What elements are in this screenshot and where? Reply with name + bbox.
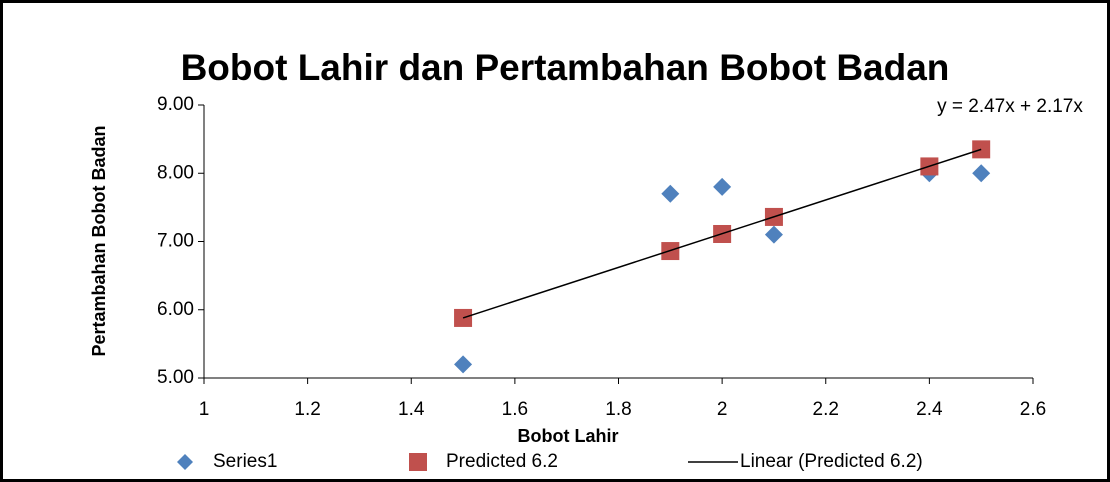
chart-title: Bobot Lahir dan Pertambahan Bobot Badan <box>181 47 950 88</box>
x-tick-label: 2.4 <box>916 399 943 420</box>
x-axis-label: Bobot Lahir <box>518 426 619 446</box>
legend-label: Series1 <box>213 451 277 472</box>
legend-square <box>409 453 427 471</box>
trend-line <box>462 148 982 319</box>
y-tick-label: 5.00 <box>157 367 194 388</box>
x-tick-label: 1.6 <box>502 399 528 420</box>
legend-diamond <box>177 454 193 470</box>
y-tick-label: 7.00 <box>157 231 194 252</box>
x-tick-label: 2.6 <box>1020 399 1046 420</box>
y-axis-label: Pertambahan Bobot Badan <box>89 125 109 356</box>
diamond-marker <box>661 184 680 203</box>
diamond-marker <box>972 164 991 183</box>
x-tick-label: 1.2 <box>294 399 320 420</box>
x-tick-label: 2 <box>717 399 728 420</box>
legend-label: Linear (Predicted 6.2) <box>740 451 923 472</box>
x-tick-label: 1.8 <box>605 399 631 420</box>
x-tick-label: 1.4 <box>398 399 425 420</box>
trend-equation: y = 2.47x + 2.17x <box>937 96 1083 117</box>
diamond-marker <box>713 177 732 196</box>
y-tick-label: 9.00 <box>157 94 194 115</box>
x-tick-label: 1 <box>199 399 210 420</box>
y-tick-label: 6.00 <box>157 299 194 320</box>
diamond-marker <box>764 225 783 244</box>
diamond-marker <box>454 355 473 374</box>
x-tick-label: 2.2 <box>813 399 839 420</box>
y-tick-label: 8.00 <box>157 162 194 183</box>
legend-label: Predicted 6.2 <box>446 451 558 472</box>
